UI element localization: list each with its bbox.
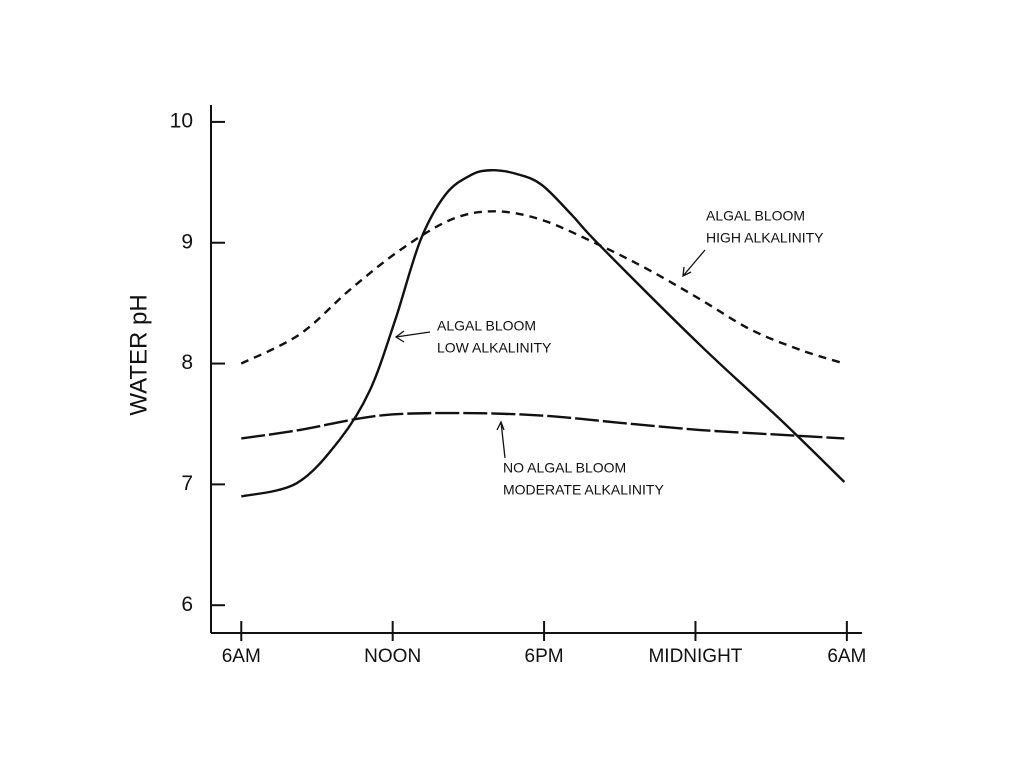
annotation: LOW ALKALINITY	[437, 340, 552, 356]
y-axis-label: WATER pH	[125, 294, 152, 415]
y-tick-label: 9	[181, 230, 193, 253]
arrow	[682, 249, 706, 278]
x-tick-label: 6PM	[525, 646, 564, 667]
arrow	[496, 420, 506, 459]
y-tick-label: 10	[170, 109, 193, 132]
y-tick-label: 7	[181, 472, 193, 495]
annotation: MODERATE ALKALINITY	[503, 482, 664, 498]
line	[241, 411, 845, 440]
line	[241, 169, 846, 498]
annotation: ALGAL BLOOM	[706, 208, 805, 224]
x-tick-label: 6AM	[222, 646, 261, 667]
annotation: HIGH ALKALINITY	[706, 230, 824, 246]
x-tick-label: 6AM	[827, 646, 866, 667]
x-tick-label: MIDNIGHT	[648, 646, 742, 667]
arrow	[394, 330, 431, 343]
y-tick-label: 8	[181, 351, 193, 374]
annotation: ALGAL BLOOM	[437, 318, 536, 334]
y-tick-label: 6	[181, 593, 193, 616]
x-tick-label: NOON	[364, 646, 421, 667]
annotation: NO ALGAL BLOOM	[503, 460, 626, 476]
line	[240, 210, 845, 365]
